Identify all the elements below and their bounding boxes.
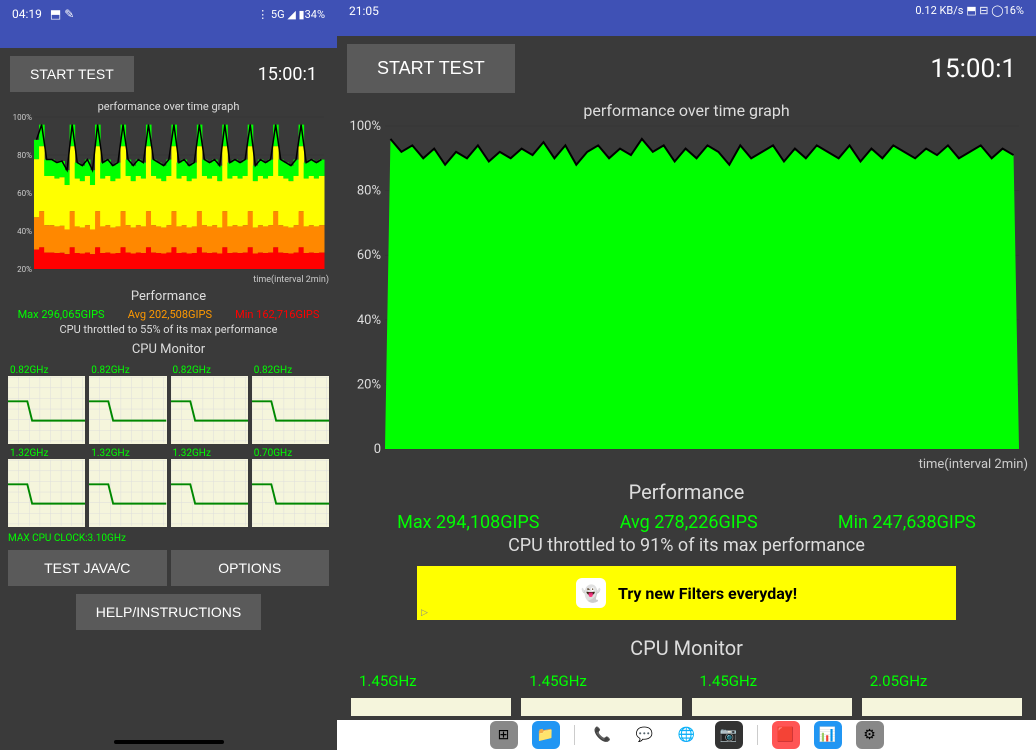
svg-text:100%: 100% — [13, 113, 32, 122]
svg-text:60%: 60% — [17, 189, 32, 198]
status-time: 21:05 — [349, 4, 379, 18]
stat-min: Min 247,638GIPS — [838, 512, 976, 533]
performance-title: Performance — [337, 480, 1036, 504]
navigation-bar: ⊞ 📁 📞 💬 🌐 📷 🟥 📊 ⚙ — [337, 720, 1036, 750]
cpu-labels-row: 1.45GHz 1.45GHz 1.45GHz 2.05GHz — [337, 668, 1036, 694]
svg-text:20%: 20% — [17, 265, 32, 273]
cpu-core-bar — [521, 698, 681, 716]
stat-avg: Avg 278,226GIPS — [620, 512, 758, 533]
app-toolbar — [0, 28, 337, 48]
nav-app-icon[interactable]: 🌐 — [673, 721, 701, 749]
svg-text:20%: 20% — [357, 377, 381, 392]
cpu-grid-row1 — [0, 376, 337, 448]
ad-banner[interactable]: 👻 Try new Filters everyday! ▷ — [417, 566, 956, 620]
right-tablet-panel: 21:05 0.12 KB/s ⬒ ⊟ ◯16% START TEST 15:0… — [337, 0, 1036, 750]
timer-display: 15:00:1 — [258, 64, 317, 85]
x-axis-label: time(interval 2min) — [0, 275, 337, 285]
chart-svg: 100% 80% 60% 40% 20% — [8, 113, 328, 273]
status-time: 04:19 — [12, 7, 42, 21]
home-indicator[interactable] — [114, 740, 224, 744]
cpu-core-graph — [252, 459, 329, 527]
status-icons: ⬒ ✎ — [50, 7, 74, 21]
stat-max: Max 296,065GIPS — [18, 308, 105, 321]
status-right-icons: 0.12 KB/s ⬒ ⊟ ◯16% — [915, 4, 1024, 17]
cpu-freq-label: 0.70GHz — [252, 448, 329, 459]
stat-max: Max 294,108GIPS — [397, 512, 539, 533]
nav-divider — [757, 725, 758, 745]
cpu-freq-label: 2.05GHz — [862, 672, 1022, 690]
cpu-core-graph — [8, 459, 85, 527]
svg-text:80%: 80% — [17, 151, 32, 160]
status-bar-left: 04:19 ⬒ ✎ ⋮ 5G ◢ ▮34% — [0, 0, 337, 28]
stat-avg: Avg 202,508GIPS — [128, 308, 212, 321]
help-button[interactable]: HELP/INSTRUCTIONS — [76, 594, 261, 630]
svg-text:40%: 40% — [357, 313, 381, 328]
cpu-core-bar — [862, 698, 1022, 716]
test-java-button[interactable]: TEST JAVA/C — [8, 550, 167, 586]
cpu-core-graph — [8, 376, 85, 444]
nav-app-icon[interactable]: 💬 — [631, 721, 659, 749]
cpu-labels-row: 0.82GHz 0.82GHz 0.82GHz 0.82GHz — [0, 361, 337, 376]
cpu-core-graph — [171, 459, 248, 527]
cpu-core-graph — [89, 459, 166, 527]
cpu-freq-label: 1.32GHz — [89, 448, 166, 459]
cpu-freq-label: 1.32GHz — [8, 448, 85, 459]
timer-display: 15:00:1 — [930, 54, 1016, 84]
start-test-button[interactable]: START TEST — [347, 44, 515, 93]
cpu-freq-label: 0.82GHz — [171, 365, 248, 376]
cpu-freq-label: 1.32GHz — [171, 448, 248, 459]
performance-chart: 100% 80% 60% 40% 20% — [8, 113, 329, 273]
svg-text:100%: 100% — [350, 120, 381, 134]
cpu-core-graph — [171, 376, 248, 444]
ad-text: Try new Filters everyday! — [618, 584, 797, 603]
ad-marker-icon: ▷ — [421, 608, 428, 618]
cpu-core-bar — [351, 698, 511, 716]
status-bar-right: 21:05 0.12 KB/s ⬒ ⊟ ◯16% — [337, 0, 1036, 21]
cpu-monitor-title: CPU Monitor — [0, 342, 337, 357]
cpu-monitor-title: CPU Monitor — [337, 636, 1036, 660]
nav-app-icon[interactable]: 📊 — [814, 721, 842, 749]
chart-svg: 100% 80% 60% 40% 20% 0 — [345, 120, 1025, 455]
cpu-bars-row — [337, 694, 1036, 720]
cpu-freq-label: 1.45GHz — [521, 672, 681, 690]
performance-title: Performance — [0, 289, 337, 304]
svg-text:60%: 60% — [357, 248, 381, 263]
nav-divider — [574, 725, 575, 745]
cpu-grid-row2 — [0, 459, 337, 531]
cpu-labels-row2: 1.32GHz 1.32GHz 1.32GHz 0.70GHz — [0, 448, 337, 459]
chart-title: performance over time graph — [337, 101, 1036, 120]
nav-app-icon[interactable]: 📷 — [715, 721, 743, 749]
svg-text:40%: 40% — [17, 227, 32, 236]
app-toolbar — [337, 21, 1036, 36]
x-axis-label: time(interval 2min) — [337, 457, 1036, 472]
svg-text:0: 0 — [374, 442, 381, 455]
left-phone-panel: 04:19 ⬒ ✎ ⋮ 5G ◢ ▮34% START TEST 15:00:1… — [0, 0, 337, 750]
cpu-freq-label: 0.82GHz — [89, 365, 166, 376]
nav-app-icon[interactable]: 📞 — [589, 721, 617, 749]
nav-app-icon[interactable]: 📁 — [532, 721, 560, 749]
cpu-freq-label: 1.45GHz — [351, 672, 511, 690]
svg-text:80%: 80% — [357, 184, 381, 199]
nav-app-icon[interactable]: ⊞ — [490, 721, 518, 749]
cpu-freq-label: 1.45GHz — [692, 672, 852, 690]
nav-app-icon[interactable]: 🟥 — [772, 721, 800, 749]
chart-title: performance over time graph — [0, 100, 337, 113]
cpu-freq-label: 0.82GHz — [252, 365, 329, 376]
snapchat-icon: 👻 — [576, 578, 606, 608]
cpu-core-graph — [252, 376, 329, 444]
cpu-freq-label: 0.82GHz — [8, 365, 85, 376]
throttle-text: CPU throttled to 91% of its max performa… — [337, 535, 1036, 556]
performance-chart: 100% 80% 60% 40% 20% 0 — [345, 120, 1028, 455]
nav-app-icon[interactable]: ⚙ — [856, 721, 884, 749]
stat-min: Min 162,716GIPS — [235, 308, 319, 321]
start-test-button[interactable]: START TEST — [10, 56, 134, 92]
cpu-core-bar — [692, 698, 852, 716]
status-right-icons: ⋮ 5G ◢ ▮34% — [257, 8, 325, 21]
max-clock-label: MAX CPU CLOCK:3.10GHz — [0, 531, 337, 546]
options-button[interactable]: OPTIONS — [171, 550, 330, 586]
cpu-core-graph — [89, 376, 166, 444]
throttle-text: CPU throttled to 55% of its max performa… — [0, 323, 337, 336]
